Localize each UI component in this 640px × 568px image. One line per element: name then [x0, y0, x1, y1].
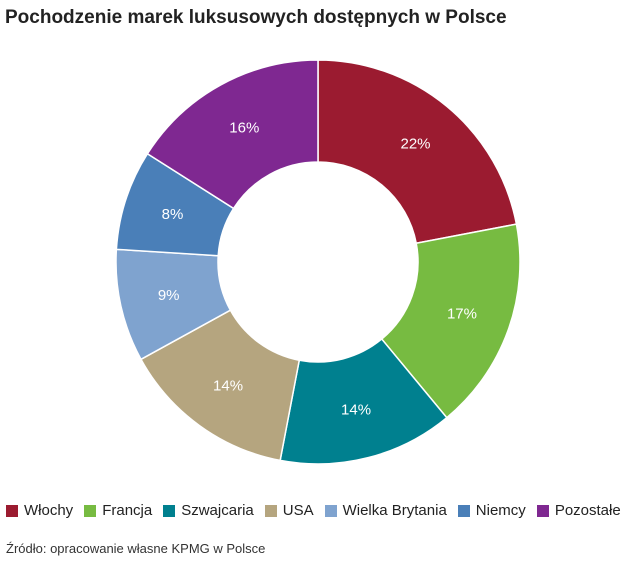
slice-label-6: 8%: [162, 206, 184, 223]
legend-label: Niemcy: [475, 502, 526, 519]
legend-item-3: Szwajcaria: [163, 502, 254, 519]
donut-slice-labels: 22% 17% 14% 14% 9% 8% 16%: [158, 119, 477, 418]
slice-3: [279, 337, 448, 465]
donut-slices: [115, 59, 521, 465]
slice-label-3: 14%: [341, 402, 371, 419]
legend-item-6: Niemcy: [457, 502, 526, 519]
legend-swatch: [163, 504, 176, 517]
legend-item-2: Francja: [84, 502, 152, 519]
legend-swatch: [264, 504, 277, 517]
source-note: Źródło: opracowanie własne KPMG w Polsce: [6, 541, 266, 556]
legend-label: USA: [282, 502, 314, 519]
legend-item-7: Pozostałe: [536, 502, 621, 519]
legend-item-1: Włochy: [6, 502, 73, 519]
legend-swatch: [457, 504, 470, 517]
slice-label-5: 9%: [158, 287, 180, 304]
slice-label-2: 17%: [447, 305, 477, 322]
slice-2: [380, 223, 521, 419]
legend-item-5: Wielka Brytania: [324, 502, 447, 519]
slice-7: [146, 59, 319, 210]
legend-item-4: USA: [264, 502, 314, 519]
legend-label: Szwajcaria: [181, 502, 254, 519]
slice-label-1: 22%: [401, 136, 431, 153]
slice-4: [139, 309, 301, 462]
legend-label: Pozostałe: [554, 502, 621, 519]
legend-swatch: [6, 504, 18, 517]
legend-swatch: [324, 504, 337, 517]
legend-swatch: [536, 504, 549, 517]
legend-label: Włochy: [24, 502, 74, 519]
legend-label: Wielka Brytania: [342, 502, 447, 519]
legend-label: Francja: [102, 502, 153, 519]
slice-label-7: 16%: [229, 119, 259, 136]
slice-label-4: 14%: [213, 377, 243, 394]
slice-1: [317, 59, 518, 245]
donut-chart: 22% 17% 14% 14% 9% 8% 16%: [115, 59, 521, 465]
chart-title: Pochodzenie marek luksusowych dostępnych…: [5, 7, 507, 28]
legend-swatch: [84, 504, 97, 517]
chart-legend: Włochy Francja Szwajcaria USA Wielka Brytani…: [6, 502, 621, 519]
